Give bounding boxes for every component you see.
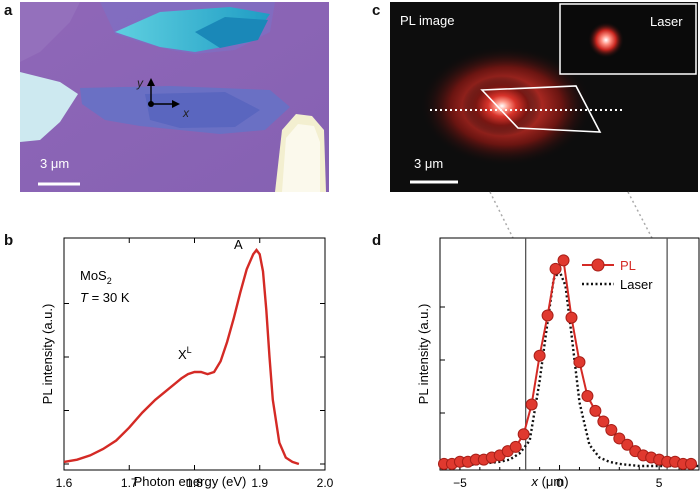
pl-data-point: [573, 356, 586, 369]
pl-profile-line: [444, 258, 691, 465]
optical-micrograph: [20, 2, 329, 192]
pl-data-point: [549, 262, 562, 275]
panel-b-letter: b: [4, 232, 14, 249]
pl-data-point: [589, 404, 602, 417]
optical-micrograph-svg: [20, 2, 329, 192]
laser-profile-line: [440, 268, 699, 468]
pl-image-title: PL image: [400, 13, 455, 28]
spectrum-xtick-label: 1.9: [251, 476, 268, 490]
spectrum-xtick-label: 1.8: [186, 476, 203, 490]
legend-pl-label: PL: [620, 258, 636, 273]
peak-x-label: XL: [178, 345, 192, 362]
spectrum-xtick-label: 2.0: [317, 476, 334, 490]
temperature-label: T = 30 K: [80, 290, 130, 305]
spectrum-chart: 1.6 1.7 1.8 1.9 2.0 MoS2 T = 30 K A XL Photo…: [40, 237, 334, 490]
scale-label-c: 3 μm: [414, 156, 444, 171]
pl-data-point: [557, 254, 570, 267]
flake-outline: [480, 85, 602, 133]
scale-label-a: 3 μm: [40, 156, 70, 171]
connector-left: [489, 191, 514, 239]
left-bright-region: [20, 72, 78, 142]
laser-inset-label: Laser: [650, 14, 683, 29]
profile-xtick-label: 0: [556, 476, 563, 490]
profile-xtick-label: −5: [453, 476, 467, 490]
connector-right: [627, 191, 653, 239]
profile-chart: −5 0 5 PL Laser x (μm) PL intensity (a.u.): [416, 237, 700, 490]
spectrum-xlabel: Photon energy (eV): [134, 474, 247, 489]
left-top-region: [20, 2, 80, 62]
profile-xtick-label: 5: [656, 476, 663, 490]
axis-x-label: x: [183, 106, 189, 120]
pl-data-point: [605, 423, 618, 436]
profile-xlabel: x (μm): [530, 474, 568, 489]
panel-d-letter: d: [372, 232, 382, 249]
pl-data-point: [621, 438, 634, 451]
legend-laser-label: Laser: [620, 277, 653, 292]
laser-inset: [559, 3, 697, 75]
pl-data-point: [685, 457, 698, 470]
pl-data-point: [525, 398, 538, 411]
panel-c-letter: c: [372, 2, 381, 19]
pl-data-point: [533, 349, 546, 362]
profile-ylabel: PL intensity (a.u.): [416, 304, 431, 405]
peak-a-label: A: [234, 237, 243, 252]
axis-y-label: y: [137, 76, 143, 90]
pl-data-point: [541, 309, 554, 322]
pl-data-point: [565, 311, 578, 324]
x-axis-arrowhead: [172, 100, 180, 108]
laser-spot: [588, 22, 624, 58]
spectrum-line: [63, 248, 300, 466]
pl-data-point: [581, 390, 594, 403]
pl-data-point: [613, 432, 626, 445]
y-axis-arrowhead: [147, 78, 155, 86]
material-label: MoS2: [80, 268, 112, 286]
thick-flake-dark: [195, 17, 268, 48]
pl-data-point: [597, 415, 610, 428]
pl-image: [390, 2, 698, 192]
pl-data-point: [509, 440, 522, 453]
electrode-highlight: [282, 124, 320, 192]
pl-image-svg: [390, 2, 698, 192]
profile-frame: [439, 237, 700, 471]
spectrum-ylabel: PL intensity (a.u.): [40, 304, 55, 405]
panel-a-letter: a: [4, 2, 13, 19]
spectrum-xtick-label: 1.6: [56, 476, 73, 490]
legend-pl-marker: [591, 258, 605, 272]
spectrum-xtick-label: 1.7: [121, 476, 138, 490]
pl-data-point: [517, 428, 530, 441]
